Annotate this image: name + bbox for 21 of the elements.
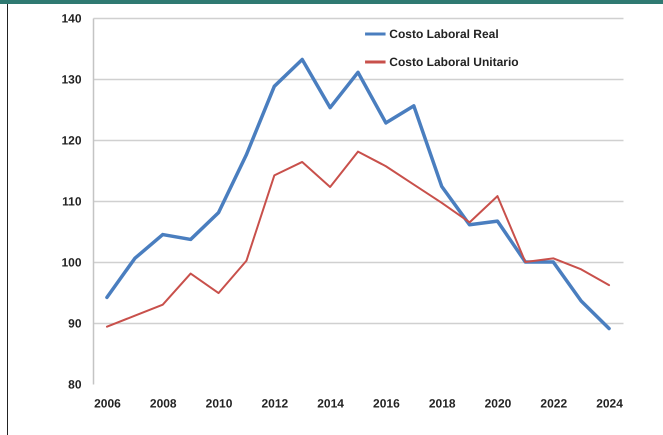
y-tick-label: 80 (68, 378, 82, 392)
y-tick-label: 110 (62, 194, 82, 208)
y-tick-label: 100 (61, 256, 82, 270)
x-tick-label: 2016 (373, 396, 400, 410)
x-tick-label: 2006 (94, 396, 122, 410)
x-tick-label: 2024 (596, 396, 624, 410)
x-tick-label: 2008 (150, 396, 177, 410)
y-tick-label: 140 (61, 12, 82, 26)
y-tick-label: 90 (68, 316, 82, 330)
x-tick-label: 2022 (540, 396, 568, 410)
x-tick-label: 2020 (484, 396, 512, 410)
line-series (105, 58, 611, 330)
legend-label: Costo Laboral Real (389, 27, 499, 41)
x-tick-label: 2014 (317, 396, 344, 410)
y-tick-label: 120 (61, 134, 82, 148)
x-tick-label: 2012 (261, 396, 288, 410)
line-series (106, 150, 610, 328)
y-tick-label: 130 (61, 72, 82, 86)
x-tick-label: 2010 (206, 396, 233, 410)
x-tick-label: 2018 (428, 396, 456, 410)
legend-label: Costo Laboral Unitario (389, 55, 519, 69)
